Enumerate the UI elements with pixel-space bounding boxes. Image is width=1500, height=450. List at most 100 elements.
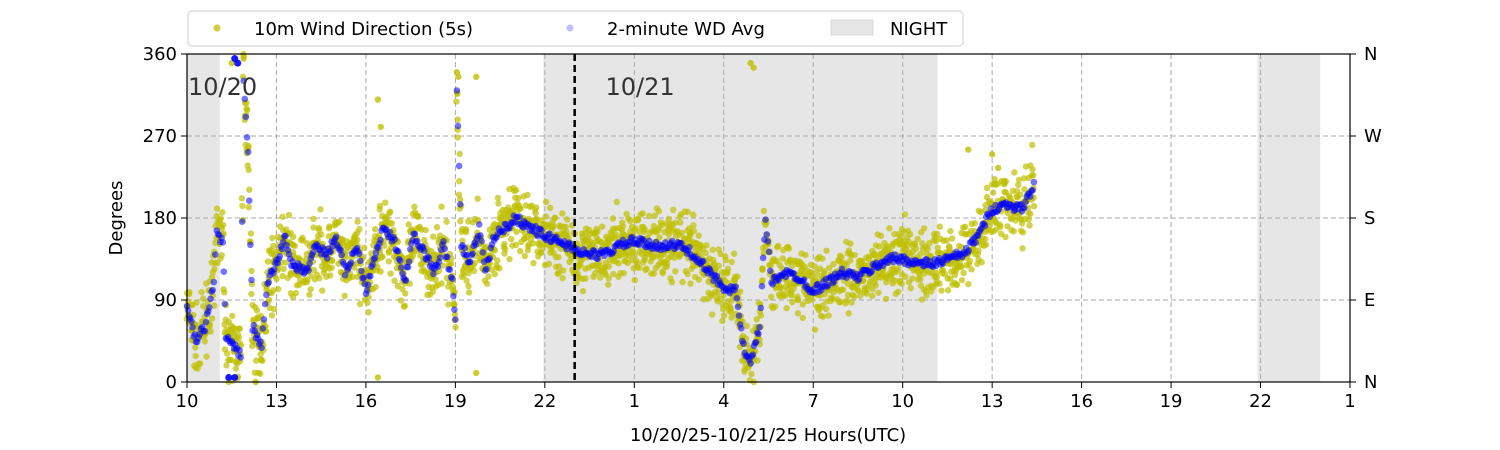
- wind-point: [385, 258, 393, 265]
- wind-point: [668, 279, 676, 286]
- wind-point: [958, 263, 965, 271]
- wind-point: [709, 246, 716, 253]
- wind-point: [912, 245, 920, 252]
- wind-point: [513, 228, 520, 235]
- wind-point: [760, 249, 767, 257]
- wind-point: [524, 191, 531, 199]
- wind-point: [851, 251, 858, 259]
- wind-point: [830, 260, 837, 268]
- wind-point: [724, 265, 732, 273]
- wind-point: [901, 211, 909, 218]
- avg-point: [220, 268, 228, 275]
- avg-point: [355, 250, 363, 258]
- avg-point: [1030, 178, 1038, 186]
- wind-point: [381, 242, 388, 249]
- avg-point: [188, 318, 195, 325]
- wind-point: [386, 209, 393, 217]
- wind-point: [443, 218, 450, 225]
- wind-point: [965, 280, 972, 288]
- wind-point: [211, 265, 218, 273]
- avg-point: [475, 221, 483, 228]
- wind-point: [636, 264, 643, 272]
- wind-point: [838, 254, 845, 261]
- wind-point: [220, 286, 227, 293]
- wind-point: [936, 223, 943, 230]
- wind-point: [319, 287, 326, 294]
- avg-point: [699, 257, 707, 265]
- avg-point: [276, 253, 284, 260]
- avg-point: [436, 254, 444, 261]
- wind-point: [328, 257, 336, 265]
- wind-point: [933, 274, 941, 281]
- avg-point: [207, 295, 214, 303]
- wind-point: [219, 221, 227, 229]
- avg-point: [202, 318, 210, 326]
- wind-point: [974, 250, 982, 257]
- wind-point: [634, 259, 641, 267]
- wind-point: [727, 309, 735, 316]
- avg-point: [402, 277, 410, 284]
- wind-point: [934, 244, 942, 252]
- wind-point: [869, 292, 876, 300]
- wind-point: [372, 283, 379, 291]
- avg-point: [236, 346, 243, 354]
- wind-point: [533, 215, 540, 223]
- wind-point: [248, 267, 255, 275]
- wind-point: [457, 218, 464, 225]
- wind-point: [207, 328, 214, 335]
- avg-point: [755, 330, 762, 338]
- wind-point: [542, 213, 549, 220]
- avg-point: [184, 307, 192, 314]
- wind-point: [837, 298, 844, 306]
- wind-point: [845, 310, 852, 317]
- avg-point: [678, 239, 685, 247]
- wind-point: [953, 281, 961, 288]
- wind-point: [371, 226, 379, 233]
- wind-point: [961, 223, 969, 231]
- wind-point: [1018, 220, 1026, 227]
- y-tick-label: 270: [143, 126, 177, 147]
- wind-point: [1015, 176, 1023, 184]
- wind-point: [722, 256, 729, 264]
- avg-point: [244, 148, 252, 156]
- wind-point: [1019, 245, 1026, 252]
- avg-point: [972, 239, 980, 247]
- wind-point: [310, 215, 317, 223]
- wind-point: [802, 251, 809, 259]
- wind-point: [851, 293, 858, 300]
- wind-point: [971, 220, 978, 227]
- wind-point: [1015, 181, 1022, 189]
- wind-point: [854, 286, 861, 293]
- wind-point: [429, 233, 437, 240]
- wind-point: [655, 208, 663, 215]
- wind-point: [871, 251, 878, 259]
- wind-point: [672, 219, 679, 226]
- wind-point: [734, 273, 741, 280]
- wind-point: [192, 344, 199, 351]
- wind-point: [579, 287, 587, 295]
- wind-point: [382, 199, 389, 206]
- avg-point: [965, 247, 973, 254]
- wind-point: [789, 262, 796, 270]
- wind-point: [651, 212, 659, 219]
- wind-point: [997, 223, 1004, 231]
- wind-point: [239, 202, 246, 210]
- wind-point: [677, 219, 684, 226]
- y-tick-label: 0: [166, 372, 177, 393]
- avg-point: [377, 236, 384, 244]
- avg-point: [456, 201, 464, 208]
- wind-point: [615, 260, 622, 267]
- wind-point: [684, 208, 692, 216]
- wind-point: [965, 146, 972, 153]
- avg-point: [1022, 198, 1029, 206]
- avg-point: [740, 340, 747, 347]
- avg-point: [257, 338, 264, 346]
- avg-point: [478, 237, 485, 245]
- wind-point: [619, 223, 627, 230]
- wind-point: [771, 303, 779, 310]
- wind-point: [897, 233, 904, 240]
- wind-point: [1026, 222, 1033, 229]
- wind-point: [926, 240, 933, 247]
- wind-point: [364, 299, 371, 306]
- wind-point: [304, 277, 311, 284]
